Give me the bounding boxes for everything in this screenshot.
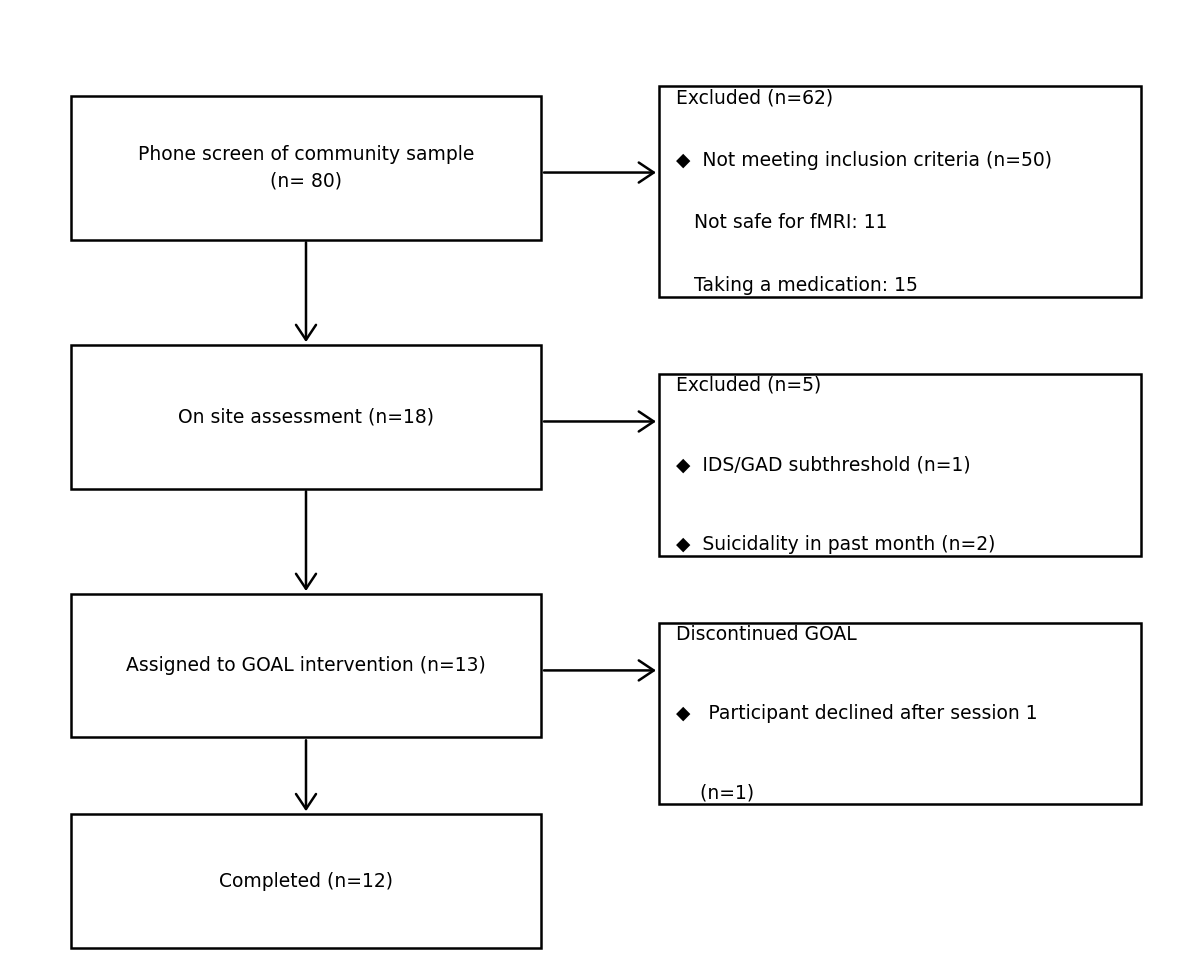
Bar <box>71 814 541 948</box>
Text: ◆  Suicidality in past month (n=2): ◆ Suicidality in past month (n=2) <box>677 534 996 554</box>
Text: Assigned to GOAL intervention (n=13): Assigned to GOAL intervention (n=13) <box>126 657 486 675</box>
Text: ◆  Not meeting inclusion criteria (n=50): ◆ Not meeting inclusion criteria (n=50) <box>677 150 1052 170</box>
Text: Not safe for fMRI: 11: Not safe for fMRI: 11 <box>677 213 888 233</box>
Text: On site assessment (n=18): On site assessment (n=18) <box>178 407 434 426</box>
Bar <box>71 96 541 239</box>
Text: ◆   Participant declined after session 1: ◆ Participant declined after session 1 <box>677 704 1038 723</box>
Text: (n=1): (n=1) <box>677 784 755 802</box>
Text: Discontinued GOAL: Discontinued GOAL <box>677 624 857 644</box>
Text: Taking a medication: 15: Taking a medication: 15 <box>677 276 918 295</box>
Bar <box>71 594 541 738</box>
Text: Phone screen of community sample
(n= 80): Phone screen of community sample (n= 80) <box>138 145 474 191</box>
Bar <box>71 345 541 488</box>
Text: Excluded (n=62): Excluded (n=62) <box>677 88 834 107</box>
Text: ◆  IDS/GAD subthreshold (n=1): ◆ IDS/GAD subthreshold (n=1) <box>677 455 971 474</box>
Bar <box>659 622 1141 804</box>
Bar <box>659 373 1141 556</box>
Bar <box>659 86 1141 297</box>
Text: Excluded (n=5): Excluded (n=5) <box>677 375 822 395</box>
Text: Completed (n=12): Completed (n=12) <box>220 871 394 891</box>
